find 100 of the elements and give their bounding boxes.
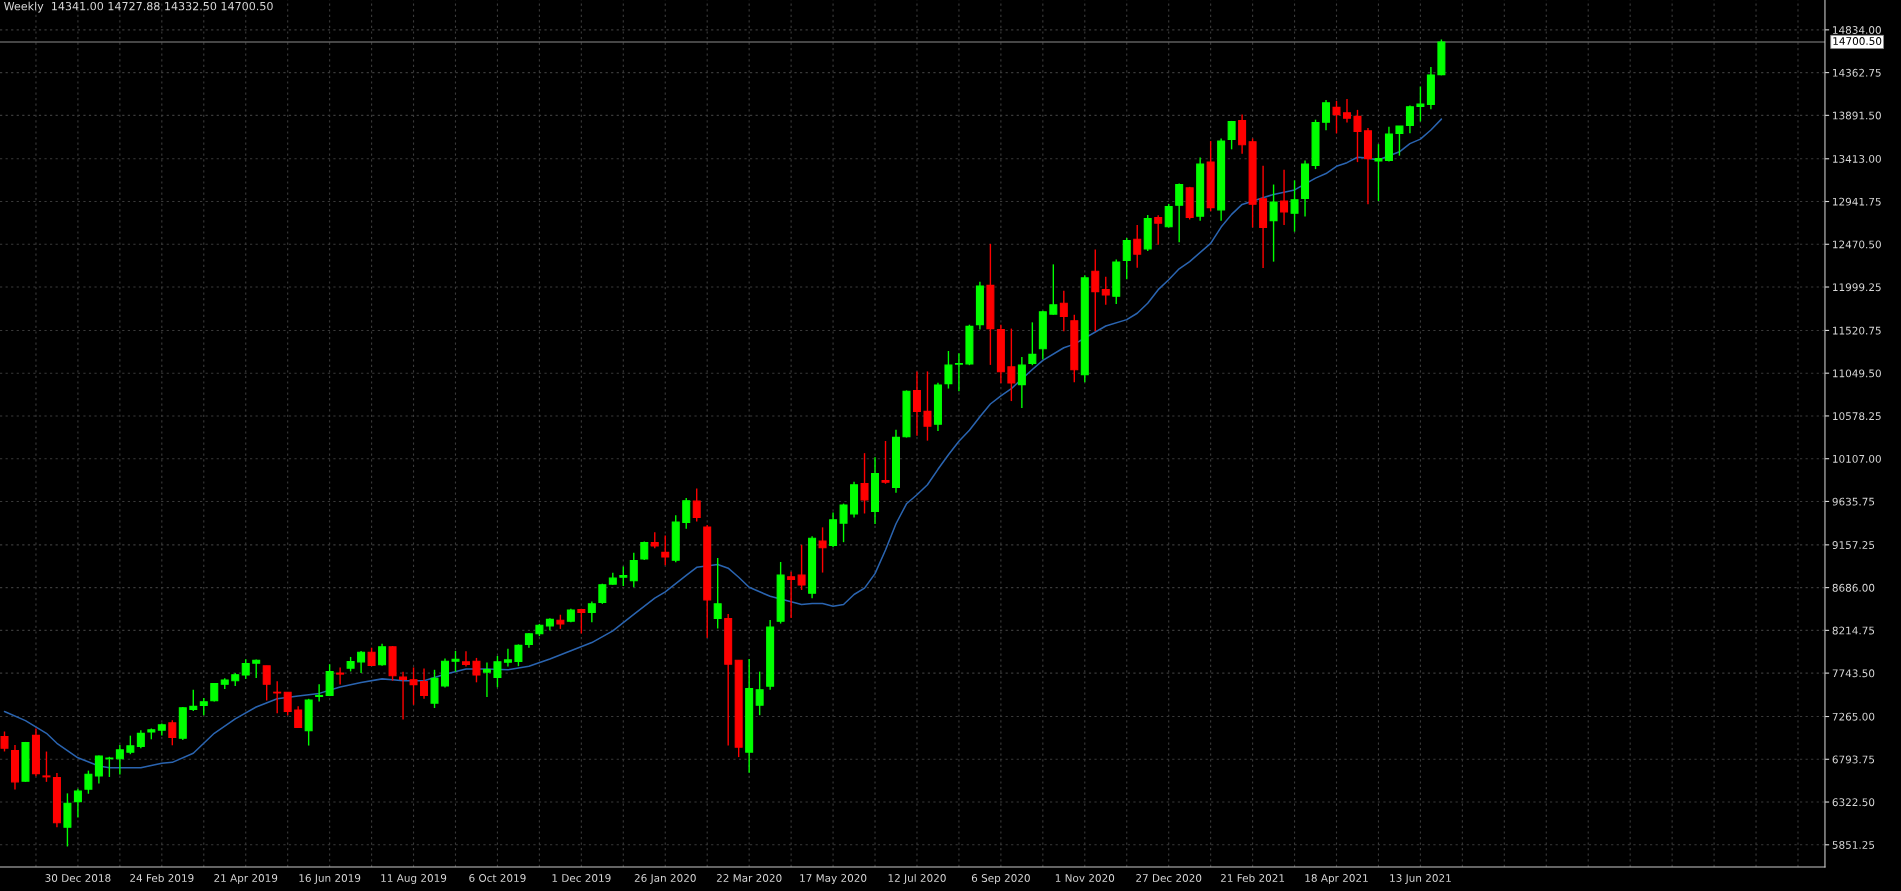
candlestick xyxy=(797,544,806,591)
y-tick-label: 9157.25 xyxy=(1832,541,1875,549)
y-tick-label: 8686.00 xyxy=(1832,583,1875,592)
x-tick-label: 1 Nov 2020 xyxy=(1055,874,1115,882)
candlestick xyxy=(115,744,124,776)
x-tick-label: 6 Oct 2019 xyxy=(469,874,526,882)
candlestick xyxy=(1269,183,1278,263)
y-tick-label: 14834.00 xyxy=(1833,26,1881,34)
y-tick-label: 7265.00 xyxy=(1832,712,1875,721)
candlestick xyxy=(482,661,491,698)
y-tick-label: 14362.75 xyxy=(1833,68,1881,77)
candlestick xyxy=(1028,321,1037,366)
y-tick-label: 13891.50 xyxy=(1833,111,1881,120)
candlestick xyxy=(1059,289,1068,332)
candlestick xyxy=(912,370,921,437)
candlestick xyxy=(42,750,51,783)
y-tick-label: 11999.25 xyxy=(1833,283,1881,292)
chart-title: Weekly 14341.00 14727.88 14332.50 14700.50 xyxy=(4,1,273,13)
candlestick xyxy=(136,729,145,749)
x-tick-label: 11 Aug 2019 xyxy=(381,874,447,884)
candlestick xyxy=(954,352,963,392)
y-tick-label: 7743.50 xyxy=(1832,669,1875,678)
x-tick-label: 16 Jun 2019 xyxy=(299,874,361,884)
candlestick xyxy=(451,650,460,673)
candlestick xyxy=(336,666,345,686)
candlestick xyxy=(294,705,303,729)
candlestick xyxy=(839,502,848,543)
y-tick-label: 5851.25 xyxy=(1832,841,1875,849)
candlestick xyxy=(692,487,701,523)
x-tick-label: 26 Jan 2020 xyxy=(634,874,696,884)
candlestick xyxy=(1175,182,1184,243)
candlestick xyxy=(661,534,670,566)
candlestick xyxy=(1405,104,1414,135)
candlestick xyxy=(283,691,292,716)
candlestick xyxy=(420,667,429,700)
y-tick-label: 6793.75 xyxy=(1832,755,1875,764)
x-tick-label: 17 May 2020 xyxy=(800,874,867,884)
candlestick xyxy=(126,734,135,755)
candlestick xyxy=(262,665,271,702)
x-tick-label: 21 Apr 2019 xyxy=(214,874,278,884)
candlestick xyxy=(1395,125,1404,157)
candlestick xyxy=(587,600,596,623)
candlestick xyxy=(1374,143,1383,202)
candlestick xyxy=(1332,100,1341,135)
x-tick-label: 21 Feb 2021 xyxy=(1220,873,1285,882)
y-tick-label: 12470.50 xyxy=(1833,240,1881,249)
candlestick xyxy=(357,650,366,674)
candlestick xyxy=(315,683,324,703)
candlestick xyxy=(73,788,82,819)
candlestick xyxy=(1049,263,1058,316)
candlestick xyxy=(787,571,796,619)
candlestick xyxy=(0,730,9,753)
candlestick xyxy=(755,670,764,716)
candlestick xyxy=(629,552,638,589)
candlestick xyxy=(944,350,953,390)
ref-line-label: 14700.50 xyxy=(1833,37,1882,45)
y-tick-label: 11049.50 xyxy=(1833,369,1881,378)
y-tick-label: 6322.50 xyxy=(1832,798,1875,807)
candlestick xyxy=(1227,120,1236,151)
candlestick xyxy=(1091,248,1100,332)
candlestick xyxy=(1342,98,1351,124)
candlestick xyxy=(923,370,932,442)
candlestick xyxy=(94,754,103,785)
y-tick-label: 12941.75 xyxy=(1833,197,1881,206)
candlestick xyxy=(493,655,502,688)
x-tick-label: 13 Jun 2021 xyxy=(1390,874,1451,884)
candlestick xyxy=(1133,224,1142,269)
candlestick xyxy=(1017,356,1026,409)
candlestick xyxy=(399,671,408,721)
candlestick xyxy=(1416,85,1425,123)
x-tick-label: 6 Sep 2020 xyxy=(971,874,1030,884)
x-tick-label: 18 Apr 2021 xyxy=(1305,874,1368,884)
candlestick xyxy=(472,657,481,684)
x-tick-label: 1 Dec 2019 xyxy=(552,874,611,882)
candlestick xyxy=(514,643,523,667)
x-tick-label: 12 Jul 2020 xyxy=(888,873,946,884)
y-tick-label: 8214.75 xyxy=(1832,626,1875,635)
y-tick-label: 11520.75 xyxy=(1833,326,1881,335)
candlestick xyxy=(273,680,282,714)
x-tick-label: 24 Feb 2019 xyxy=(130,873,194,882)
candlestick xyxy=(682,497,691,530)
candlestick xyxy=(241,658,250,680)
candlestick xyxy=(378,643,387,667)
candlestick xyxy=(881,440,890,485)
candlestick xyxy=(1322,99,1331,131)
candlestick xyxy=(168,719,177,746)
candlestick xyxy=(189,689,198,712)
candlestick xyxy=(84,769,93,795)
y-tick-label: 10107.00 xyxy=(1833,454,1881,463)
y-tick-label: 13413.00 xyxy=(1833,154,1881,163)
x-tick-label: 22 Mar 2020 xyxy=(716,874,782,882)
candlestick xyxy=(860,452,869,515)
candlestick xyxy=(1007,327,1016,402)
candlestick xyxy=(1101,276,1110,306)
candlestick xyxy=(818,526,827,574)
candlestick xyxy=(1290,179,1299,233)
candlestick xyxy=(409,666,418,706)
candlestick xyxy=(367,646,376,667)
y-tick-label: 9635.75 xyxy=(1832,497,1875,506)
candlestick xyxy=(1122,237,1131,280)
